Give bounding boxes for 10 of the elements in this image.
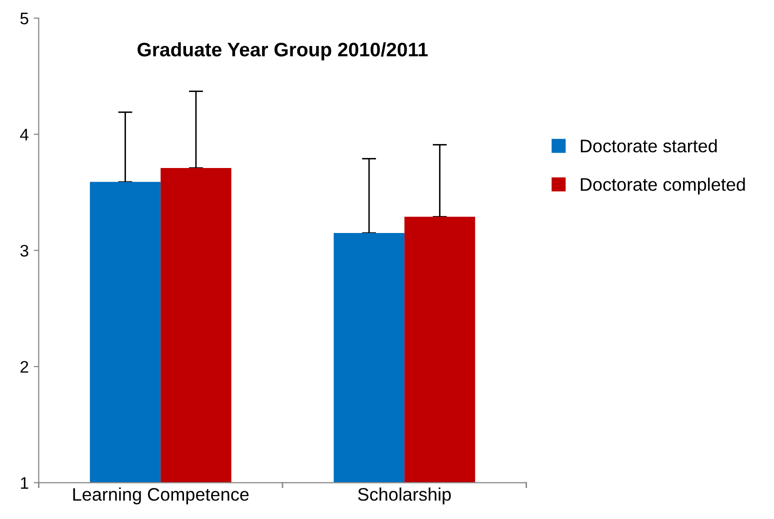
y-tick-label: 4 — [20, 128, 28, 140]
x-tick-label: Learning Competence — [73, 488, 249, 504]
y-tick-label: 2 — [20, 360, 28, 373]
x-tick-label: Scholarship — [358, 488, 451, 504]
y-tick-label: 1 — [20, 477, 28, 489]
legend-label: Doctorate completed — [580, 178, 745, 194]
y-tick-label: 3 — [20, 244, 28, 257]
text: Graduate Year Group 2010/2011 — [138, 42, 428, 60]
legend-label: Doctorate started — [580, 139, 717, 152]
y-tick-label: 5 — [20, 12, 28, 24]
